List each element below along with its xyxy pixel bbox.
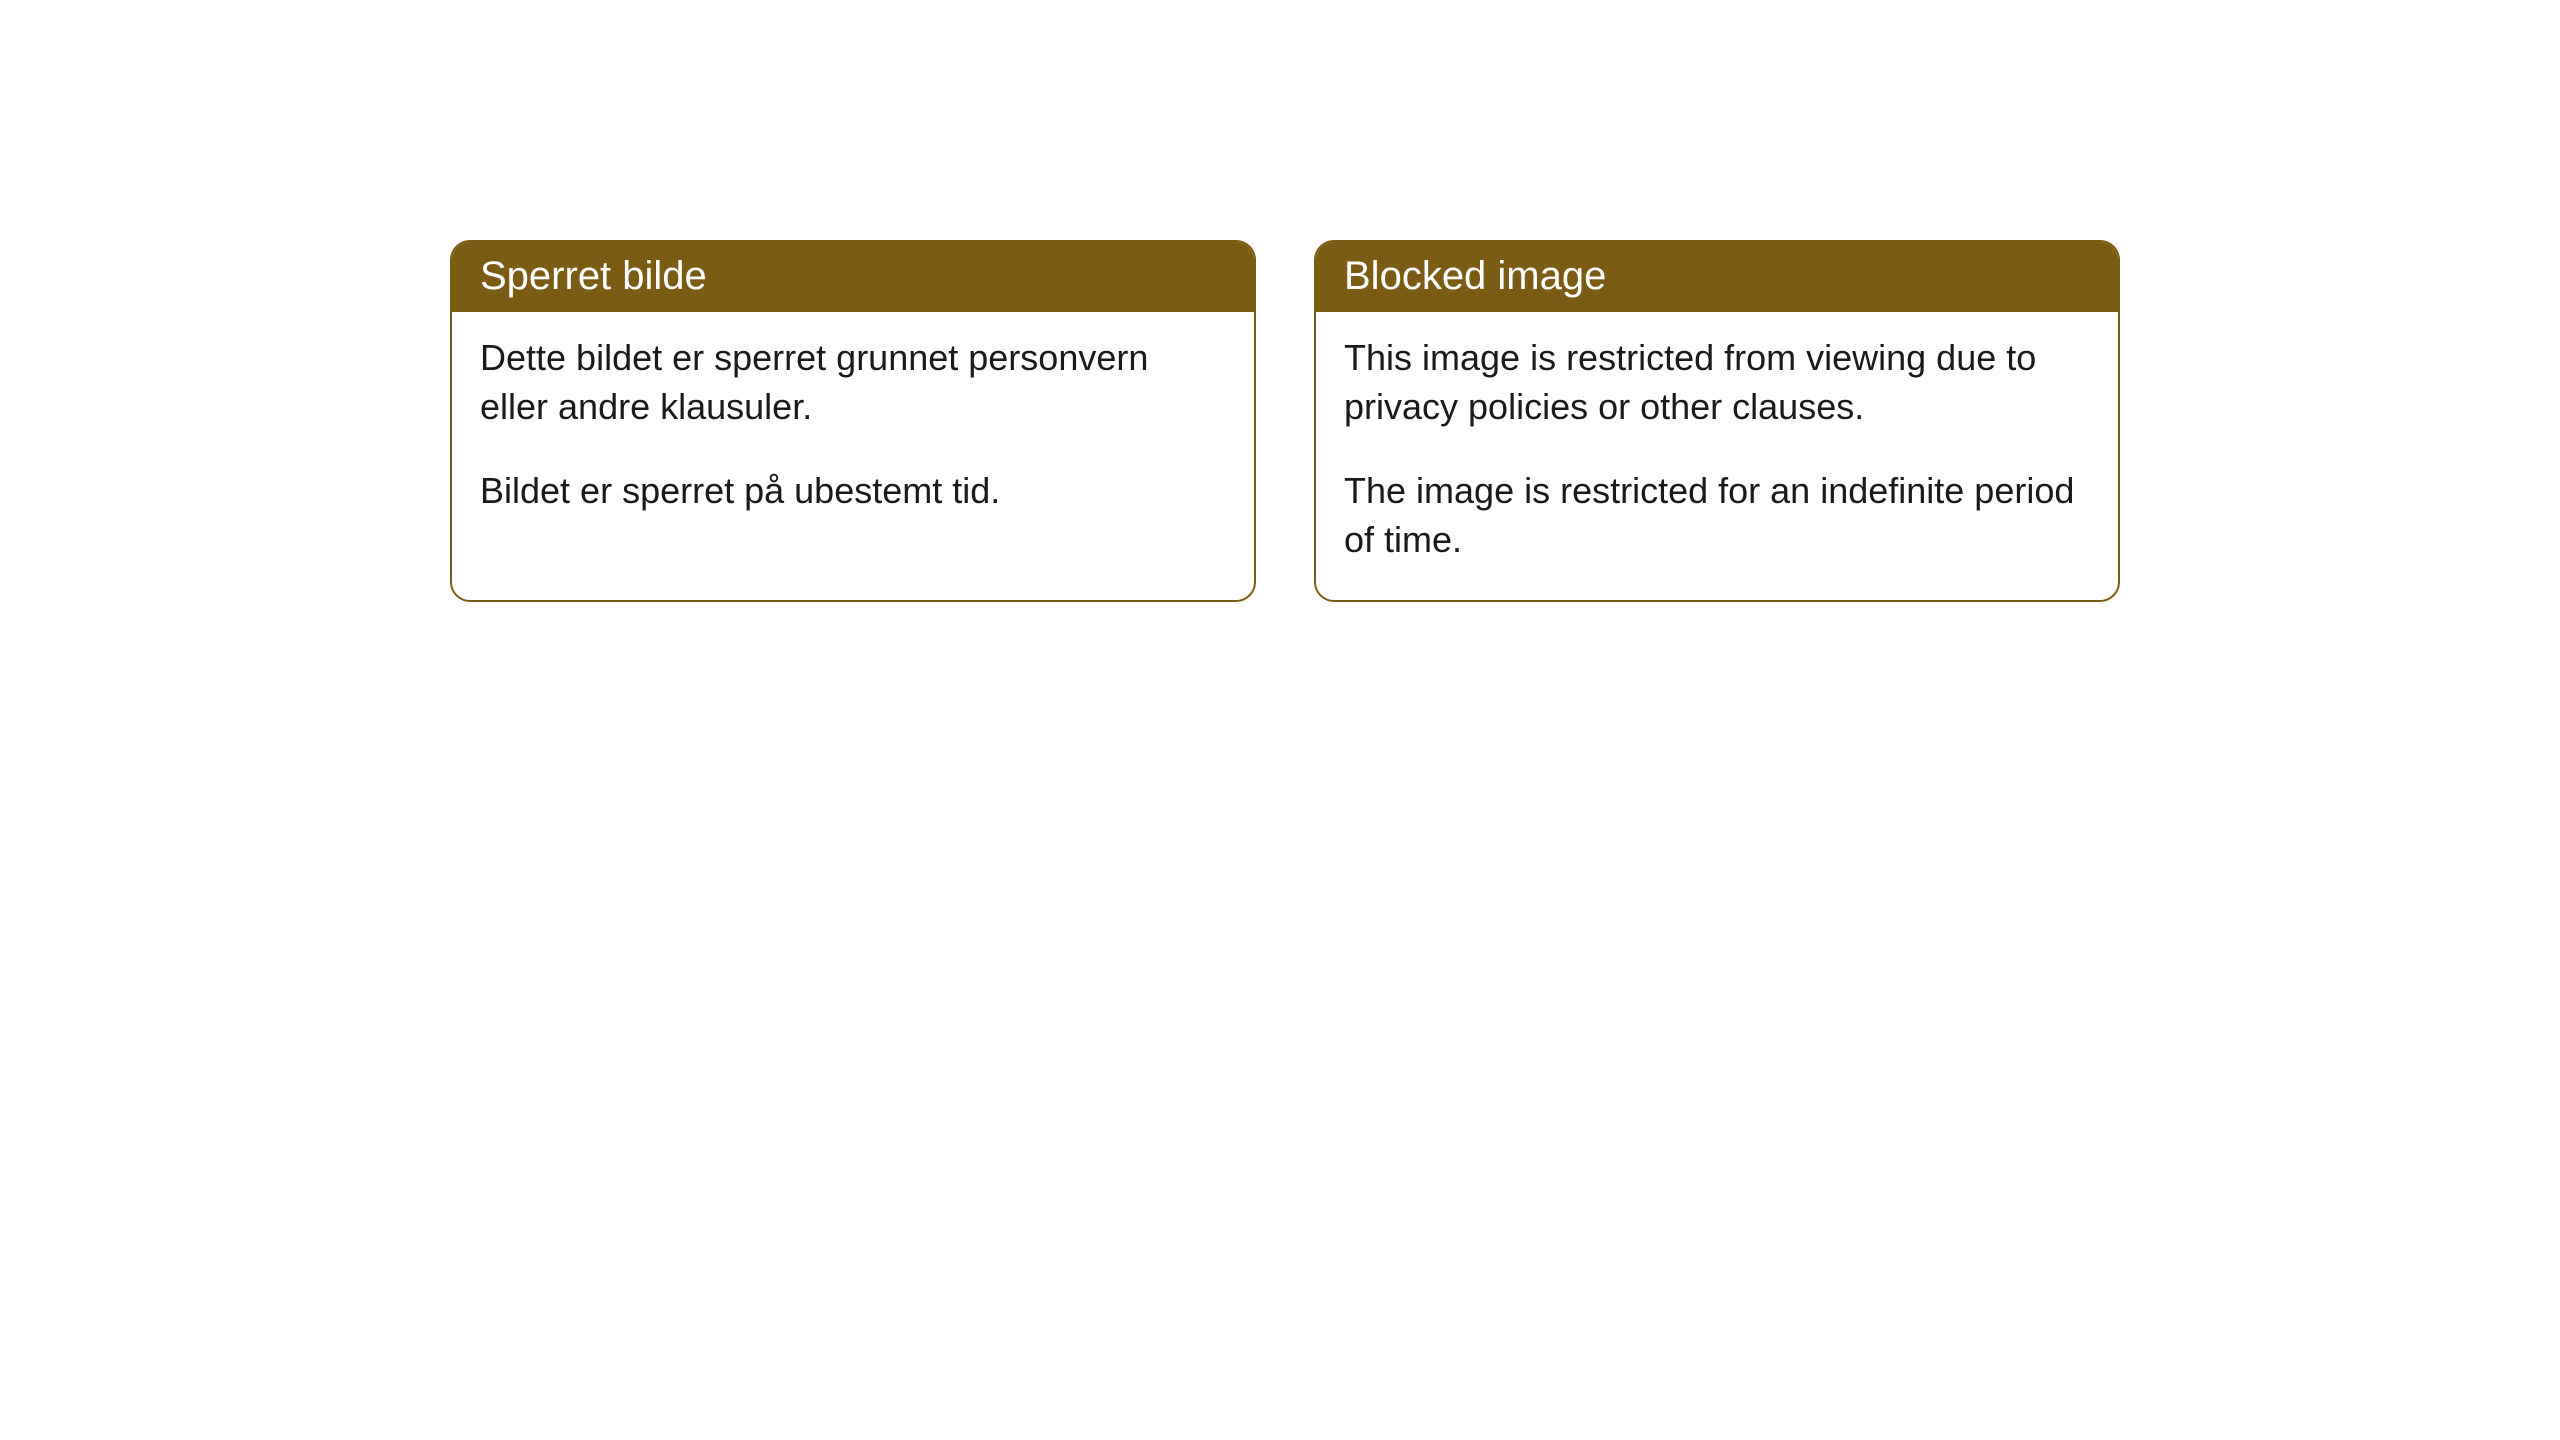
notice-cards-container: Sperret bilde Dette bildet er sperret gr… — [450, 240, 2560, 602]
card-paragraph: Bildet er sperret på ubestemt tid. — [480, 467, 1226, 516]
card-title: Blocked image — [1344, 254, 1606, 298]
notice-card-english: Blocked image This image is restricted f… — [1314, 240, 2120, 602]
notice-card-norwegian: Sperret bilde Dette bildet er sperret gr… — [450, 240, 1256, 602]
card-header: Sperret bilde — [452, 242, 1254, 312]
card-paragraph: This image is restricted from viewing du… — [1344, 334, 2090, 431]
card-header: Blocked image — [1316, 242, 2118, 312]
card-paragraph: The image is restricted for an indefinit… — [1344, 467, 2090, 564]
card-body: This image is restricted from viewing du… — [1316, 312, 2118, 600]
card-title: Sperret bilde — [480, 254, 707, 298]
card-body: Dette bildet er sperret grunnet personve… — [452, 312, 1254, 552]
card-paragraph: Dette bildet er sperret grunnet personve… — [480, 334, 1226, 431]
